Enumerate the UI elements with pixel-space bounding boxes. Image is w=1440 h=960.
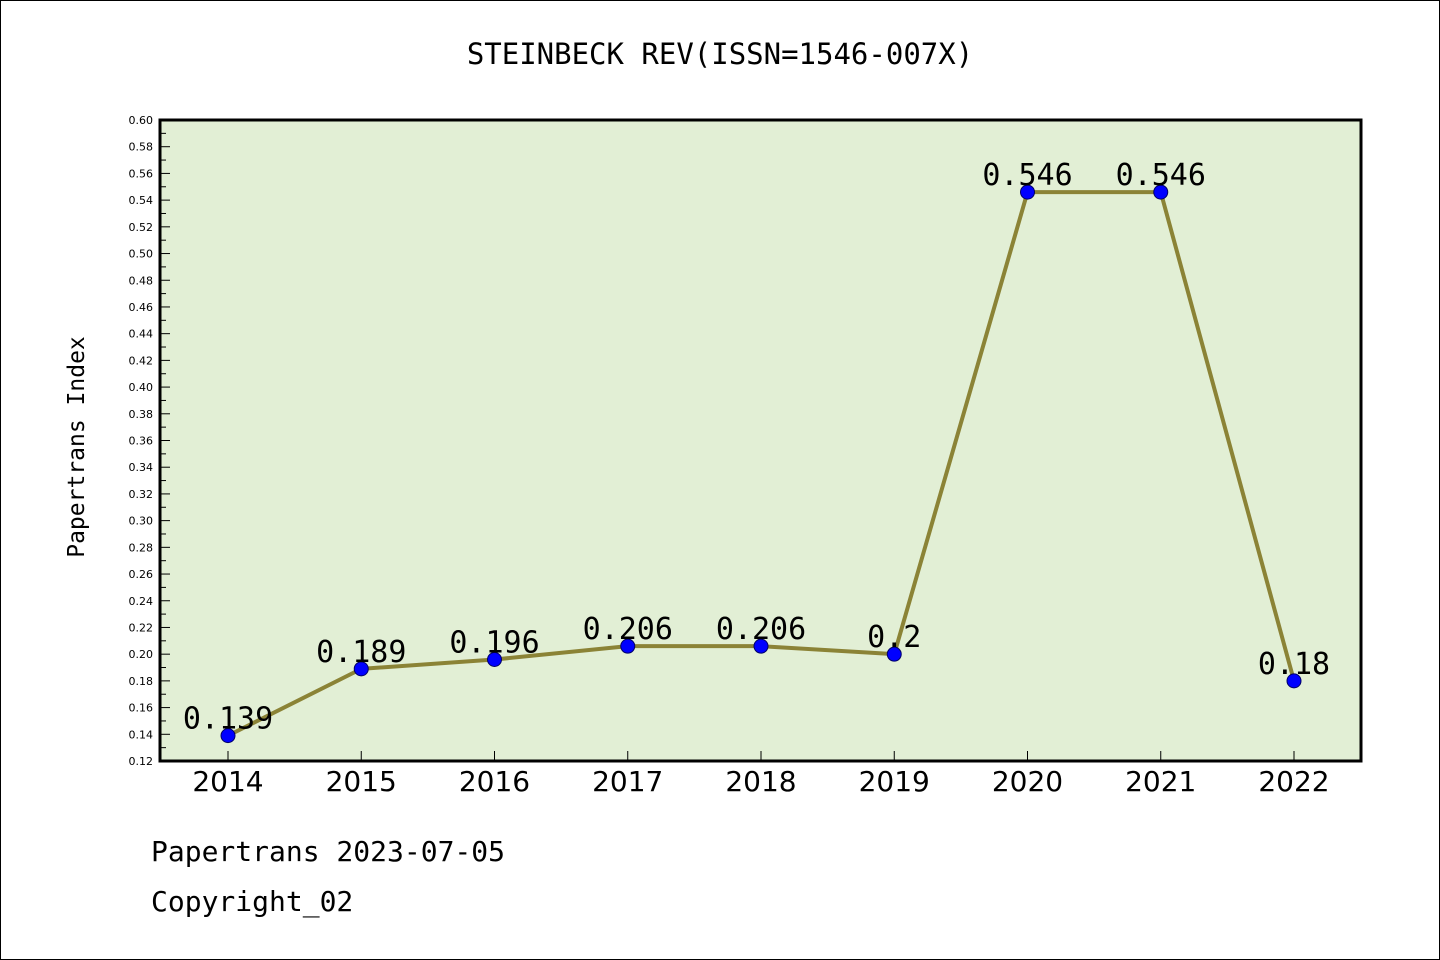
y-tick-label: 0.32 [129,488,154,501]
data-label: 0.206 [583,612,673,647]
y-tick-label: 0.46 [129,301,154,314]
y-tick-label: 0.34 [129,461,154,474]
y-tick-label: 0.26 [129,568,154,581]
footer-date: Papertrans 2023-07-05 [151,835,506,868]
chart-title: STEINBECK REV(ISSN=1546-007X) [466,37,974,71]
plot-border [158,118,1363,763]
plot-area [160,120,1361,761]
data-label: 0.546 [1116,158,1206,193]
data-label: 0.139 [183,702,273,737]
data-label: 0.18 [1258,647,1330,682]
data-point [620,638,636,654]
y-tick-label: 0.50 [129,248,154,261]
data-label: 0.189 [316,635,406,670]
y-tick-label: 0.16 [129,702,154,715]
x-tick-label: 2022 [1258,765,1329,798]
data-point [487,652,502,668]
y-tick-label: 0.20 [129,648,154,661]
x-tick-label: 2018 [725,765,796,798]
y-tick-label: 0.56 [129,167,154,180]
y-tick-label: 0.44 [129,328,154,341]
data-point [1286,673,1302,689]
y-tick-label: 0.24 [129,595,154,608]
y-axis: 0.12 0.14 0.16 0.18 0.20 0.22 0.24 0.26 0.28 0.30… [129,114,170,768]
y-tick-label: 0.60 [129,114,154,127]
data-label: 0.206 [716,612,806,647]
y-tick-label: 0.48 [129,274,154,287]
y-tick-label: 0.54 [129,194,154,207]
data-label: 0.2 [867,620,921,655]
y-tick-label: 0.14 [129,728,154,741]
y-tick-label: 0.40 [129,381,154,394]
series-layer: 0.139 0.189 0.196 0.206 0.206 0.2 0.546 0.546 0.… [183,158,1330,744]
x-tick-label: 2015 [326,765,397,798]
y-tick-label: 0.52 [129,221,154,234]
data-label: 0.196 [449,626,539,661]
footer-copyright: Copyright_02 [151,885,354,918]
y-tick-label: 0.36 [129,435,154,448]
x-tick-label: 2016 [459,765,530,798]
x-axis: 2014 2015 2016 2017 2018 2019 2020 2021 2022 [192,751,1330,798]
data-point [886,646,902,662]
data-point [353,661,369,677]
data-point [1153,184,1169,200]
data-point [220,728,236,744]
y-tick-label: 0.58 [129,141,154,154]
data-point [753,638,769,654]
data-label: 0.546 [982,158,1072,193]
y-tick-label: 0.30 [129,515,154,528]
y-tick-label: 0.42 [129,354,154,367]
y-tick-label: 0.28 [129,541,154,554]
y-tick-label: 0.18 [129,675,154,688]
x-tick-label: 2017 [592,765,663,798]
y-tick-label: 0.38 [129,408,154,421]
y-tick-label: 0.22 [129,621,154,634]
x-tick-label: 2019 [859,765,930,798]
data-point [1020,184,1035,200]
y-tick-label: 0.12 [129,755,154,768]
x-tick-label: 2020 [992,765,1063,798]
x-tick-label: 2014 [192,765,263,798]
x-tick-label: 2021 [1125,765,1196,798]
